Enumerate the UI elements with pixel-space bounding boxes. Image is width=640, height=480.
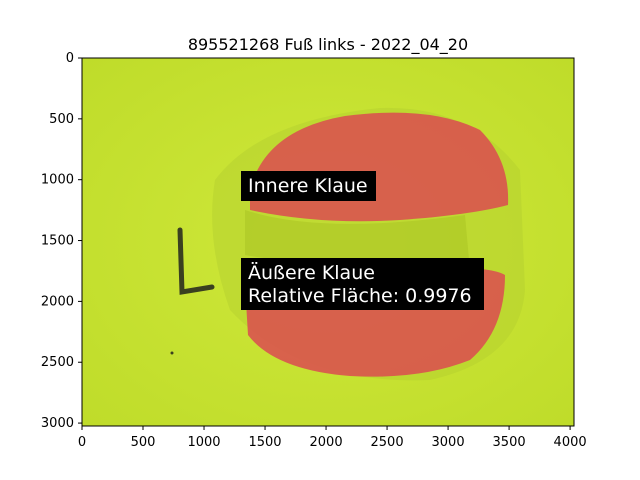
annotation-outer: Äußere Klaue Relative Fläche: 0.9976 — [241, 258, 484, 310]
y-tick-label: 2500 — [41, 355, 74, 370]
x-tick-label: 1500 — [248, 435, 281, 450]
photo-image — [82, 58, 574, 426]
axes-frame — [81, 57, 575, 427]
dot-mark — [170, 351, 174, 355]
figure-title: 895521268 Fuß links - 2022_04_20 — [188, 35, 468, 55]
y-tick-label: 1500 — [41, 234, 74, 249]
y-tick-label: 2000 — [41, 294, 74, 309]
x-tick-label: 4000 — [554, 435, 587, 450]
annotation-inner-text: Innere Klaue — [248, 175, 368, 197]
y-tick-label: 500 — [49, 112, 74, 127]
y-tick-label: 1000 — [41, 173, 74, 188]
x-tick-label: 2000 — [310, 435, 343, 450]
x-tick-label: 1000 — [187, 435, 220, 450]
y-tick-label: 3000 — [41, 416, 74, 431]
cleft-region — [245, 210, 470, 270]
annotation-outer-line2: Relative Fläche: 0.9976 — [248, 285, 472, 307]
x-tick-label: 0 — [78, 435, 86, 450]
x-tick-label: 3000 — [432, 435, 465, 450]
x-tick-label: 500 — [131, 435, 156, 450]
marker-letter-l — [177, 227, 215, 295]
x-axis: 0 500 1000 1500 2000 2500 3000 3500 4000 — [78, 426, 587, 450]
annotation-inner: Innere Klaue — [241, 171, 376, 201]
x-tick-label: 2500 — [371, 435, 404, 450]
y-tick-label: 0 — [66, 51, 74, 66]
x-tick-label: 3500 — [493, 435, 526, 450]
y-axis: 0 500 1000 1500 2000 2500 3000 — [41, 51, 82, 431]
annotation-outer-line1: Äußere Klaue — [248, 261, 375, 284]
